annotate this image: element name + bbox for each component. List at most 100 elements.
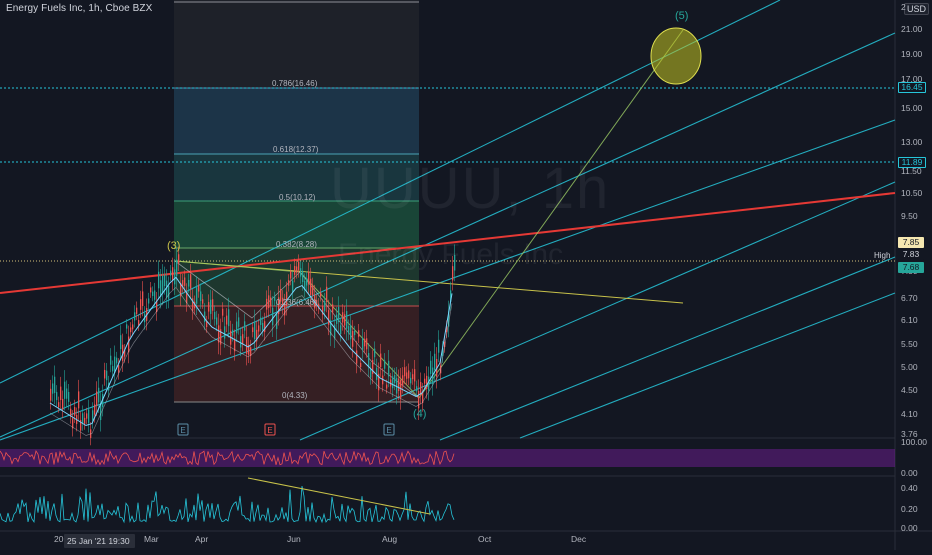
candle-body xyxy=(418,391,420,409)
pitchfork-line xyxy=(439,256,896,441)
earnings-marker-label: E xyxy=(180,426,185,435)
candle-body xyxy=(236,321,238,334)
candle-body xyxy=(274,296,276,301)
candle-body xyxy=(310,278,312,295)
candle-body xyxy=(174,269,176,285)
candle-body xyxy=(246,336,248,354)
candle-body xyxy=(170,270,172,276)
candle-body xyxy=(268,295,270,309)
candle-body xyxy=(388,360,390,377)
candle-body xyxy=(410,377,412,384)
candle-body xyxy=(438,339,440,353)
candle-body xyxy=(402,375,404,386)
candle-body xyxy=(74,407,76,416)
candle-body xyxy=(122,344,124,361)
price-label: 4.10 xyxy=(901,409,918,419)
price-box-high: 7.83 xyxy=(898,249,924,260)
candle-body xyxy=(342,312,344,323)
candle-body xyxy=(298,261,300,271)
candle-body xyxy=(376,367,378,380)
symbol-header[interactable]: Energy Fuels Inc, 1h, Cboe BZX xyxy=(6,3,153,14)
price-box-last: 7.68 xyxy=(898,262,924,273)
candle-body xyxy=(60,386,62,401)
candle-body xyxy=(104,369,106,379)
candle-body xyxy=(156,300,158,313)
candle-body xyxy=(112,366,114,372)
candle-body xyxy=(114,356,116,373)
candle-body xyxy=(378,373,380,391)
target-ellipse xyxy=(650,27,702,85)
candle-body xyxy=(424,378,426,384)
candle-body xyxy=(322,306,324,315)
price-label: 3.76 xyxy=(901,429,918,439)
candle-body xyxy=(244,321,246,331)
candle-body xyxy=(184,277,186,286)
candle-body xyxy=(210,299,212,314)
candle-body xyxy=(454,255,456,271)
red-trendline xyxy=(0,192,896,294)
wave-4-label: (4) xyxy=(413,408,427,420)
osc-axis-label: 0.20 xyxy=(901,504,918,514)
candle-body xyxy=(370,369,372,378)
candle-body xyxy=(140,299,142,310)
candle-body xyxy=(326,286,328,302)
candle-body xyxy=(324,301,326,312)
price-label: 5.50 xyxy=(901,339,918,349)
watermark-company: Energy Fuels Inc xyxy=(338,238,564,271)
candle-body xyxy=(368,352,370,367)
candle-body xyxy=(406,372,408,379)
candle-body xyxy=(302,270,304,283)
price-top-label: 2 xyxy=(901,2,906,12)
candle-body xyxy=(294,266,296,275)
candle-body xyxy=(116,357,118,364)
earnings-marker-icon xyxy=(264,423,276,436)
candle-body xyxy=(88,409,90,423)
time-label: Mar xyxy=(144,534,159,544)
candle-body xyxy=(160,280,162,297)
candle-body xyxy=(404,367,406,377)
earnings-marker-icon xyxy=(383,423,395,436)
candle-body xyxy=(238,317,240,327)
candle-body xyxy=(428,376,430,391)
pitchfork-line xyxy=(0,0,781,384)
earnings-marker-label: E xyxy=(267,426,272,435)
candle-body xyxy=(84,417,86,424)
candle-body xyxy=(162,275,164,294)
candle-body xyxy=(166,280,168,298)
candle-body xyxy=(374,348,376,358)
candle-body xyxy=(358,330,360,337)
candle-body xyxy=(292,280,294,293)
fib-label-0382: 0.382(8.28) xyxy=(276,240,317,249)
candle-body xyxy=(356,350,358,364)
hline-price-box[interactable]: 11.89 xyxy=(898,157,926,168)
candle-body xyxy=(334,324,336,339)
candle-body xyxy=(186,291,188,304)
candle-body xyxy=(50,388,52,401)
candle-body xyxy=(448,311,450,327)
candle-body xyxy=(120,335,122,350)
candle-body xyxy=(354,330,356,336)
fib-zone-0786 xyxy=(174,88,419,154)
currency-badge[interactable]: USD xyxy=(903,3,929,15)
candle-body xyxy=(72,418,74,429)
wave-5-label: (5) xyxy=(675,10,689,22)
candle-body xyxy=(256,329,258,342)
price-label: 13.00 xyxy=(901,137,923,147)
rsi-axis-bottom: 0.00 xyxy=(901,468,918,478)
pitchfork-line xyxy=(519,292,896,439)
candle-body xyxy=(232,329,234,336)
candle-body xyxy=(450,290,452,302)
fib-zone-top xyxy=(174,0,419,88)
candle-body xyxy=(198,285,200,292)
pitchfork-line xyxy=(0,32,896,438)
hline-price-box[interactable]: 16.45 xyxy=(898,82,926,93)
candle-body xyxy=(132,324,134,330)
pitchfork-line xyxy=(299,181,896,441)
time-label: Aug xyxy=(382,534,398,544)
candle-body xyxy=(98,387,100,403)
rsi-line xyxy=(0,450,455,466)
candle-body xyxy=(362,337,364,350)
candle-body xyxy=(118,365,120,373)
